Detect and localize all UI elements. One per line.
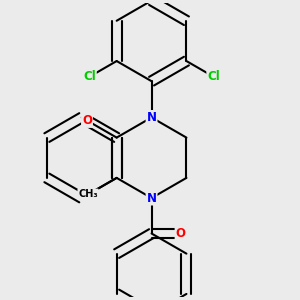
Text: O: O (82, 114, 92, 127)
Text: O: O (176, 227, 186, 240)
Text: Cl: Cl (207, 70, 220, 83)
Text: Cl: Cl (83, 70, 96, 83)
Text: N: N (146, 191, 157, 205)
Text: N: N (146, 111, 157, 124)
Text: CH₃: CH₃ (78, 189, 98, 200)
